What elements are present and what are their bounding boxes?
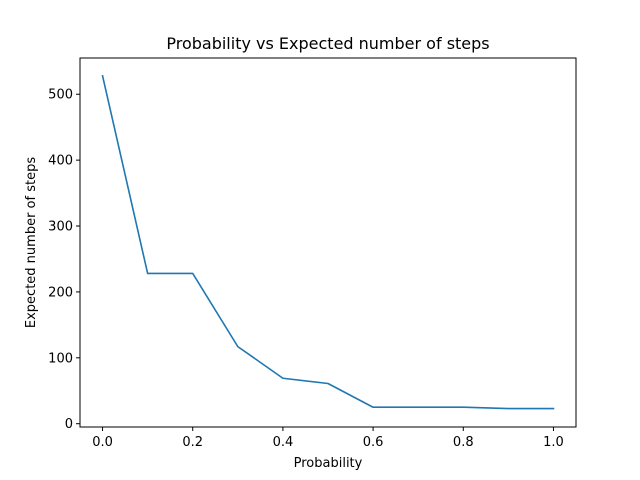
y-tick-label: 500 <box>48 88 73 103</box>
x-tick-label: 0.2 <box>182 435 203 450</box>
chart-title: Probability vs Expected number of steps <box>166 34 489 53</box>
y-axis: 0 100 200 300 400 500 <box>48 88 80 432</box>
y-tick-label: 200 <box>48 285 73 300</box>
x-tick-label: 0.4 <box>273 435 294 450</box>
plot-frame <box>79 57 577 428</box>
series-line-0 <box>101 74 555 410</box>
x-tick-label: 1.0 <box>543 435 564 450</box>
plot-area <box>101 74 555 410</box>
y-tick-label: 300 <box>48 220 73 235</box>
x-tick-label: 0.6 <box>363 435 384 450</box>
x-axis-label: Probability <box>294 456 363 471</box>
x-tick-label: 0.8 <box>453 435 474 450</box>
y-tick-label: 0 <box>65 417 73 432</box>
y-tick-label: 100 <box>48 351 73 366</box>
x-axis: 0.0 0.2 0.4 0.6 0.8 1.0 <box>92 427 564 450</box>
y-axis-label: Expected number of steps <box>24 157 39 328</box>
y-tick-label: 400 <box>48 154 73 169</box>
x-tick-label: 0.0 <box>92 435 113 450</box>
